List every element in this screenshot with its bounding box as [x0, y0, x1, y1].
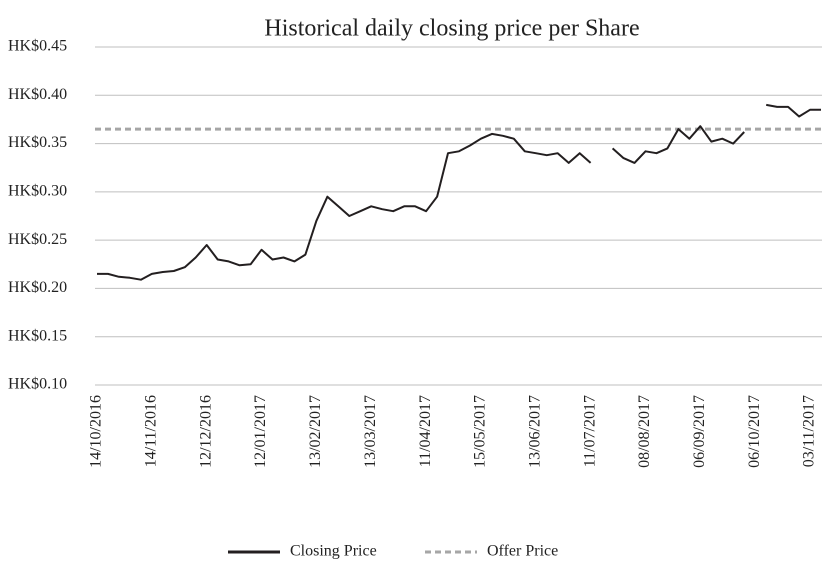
x-tick-label: 13/06/2017	[526, 395, 543, 468]
y-tick-label: HK$0.10	[8, 376, 67, 393]
x-tick-label: 12/12/2016	[197, 395, 214, 468]
x-tick-label: 11/07/2017	[581, 395, 598, 467]
x-tick-label: 14/11/2016	[143, 395, 160, 467]
x-tick-label: 14/10/2016	[88, 395, 105, 468]
y-tick-label: HK$0.25	[8, 231, 67, 248]
x-tick-label: 03/11/2017	[801, 395, 818, 467]
chart-title: Historical daily closing price per Share	[264, 16, 639, 42]
x-tick-label: 13/02/2017	[307, 395, 324, 468]
x-tick-label: 13/03/2017	[362, 395, 379, 468]
x-tick-label: 08/08/2017	[636, 395, 653, 468]
y-tick-label: HK$0.35	[8, 134, 67, 151]
y-tick-label: HK$0.45	[8, 38, 67, 55]
y-tick-label: HK$0.15	[8, 327, 67, 344]
legend-label: Offer Price	[487, 543, 558, 560]
x-tick-label: 12/01/2017	[252, 395, 269, 468]
x-tick-label: 06/09/2017	[691, 395, 708, 468]
x-tick-label: 11/04/2017	[417, 395, 434, 467]
x-tick-label: 15/05/2017	[472, 395, 489, 468]
x-tick-label: 06/10/2017	[746, 395, 763, 468]
legend-label: Closing Price	[290, 543, 377, 560]
y-tick-label: HK$0.40	[8, 86, 67, 103]
y-tick-label: HK$0.30	[8, 183, 67, 200]
price-line	[97, 103, 821, 281]
y-tick-label: HK$0.20	[8, 279, 67, 296]
